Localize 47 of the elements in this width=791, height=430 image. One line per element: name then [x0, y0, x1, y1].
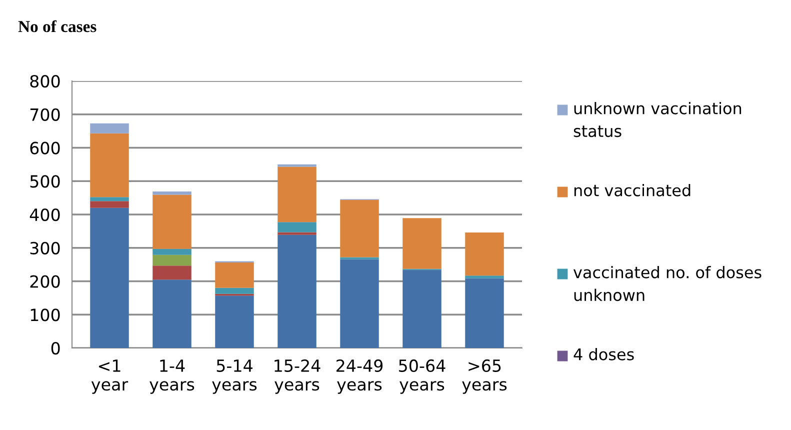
bar	[90, 123, 129, 134]
bar	[90, 208, 129, 348]
bar	[90, 197, 129, 202]
bar	[465, 276, 504, 278]
y-tick-label: 0	[51, 342, 60, 355]
y-tick-label: 600	[30, 142, 60, 154]
bar	[152, 266, 192, 280]
bar	[465, 278, 504, 348]
x-tick-label: 15-24 years	[274, 359, 320, 394]
chart-title: No of cases	[18, 20, 96, 32]
y-tick-label: 700	[30, 108, 60, 121]
y-tick-label: 800	[30, 74, 60, 88]
bar	[278, 234, 316, 348]
x-tick-label: 1-4 years	[150, 360, 194, 394]
y-tick-label: 400	[30, 208, 60, 222]
bar	[152, 248, 192, 255]
bar	[340, 200, 379, 258]
bar	[465, 232, 504, 276]
bar	[152, 191, 192, 195]
bar	[152, 280, 192, 348]
x-tick-label: 50-64 years	[399, 359, 446, 394]
x-tick-label: >65 years	[462, 359, 507, 394]
y-tick-label: 200	[30, 275, 60, 288]
x-tick-label: 24-49 years	[336, 359, 383, 394]
bar	[215, 288, 254, 294]
y-tick-label: 100	[30, 308, 60, 322]
bar	[152, 254, 192, 266]
bar	[402, 218, 442, 269]
y-tick-label: 500	[30, 175, 60, 188]
legend-label: unknown vaccination status	[574, 102, 742, 138]
bar	[278, 166, 316, 222]
bar	[215, 296, 254, 348]
bar	[90, 133, 129, 198]
bar	[152, 194, 192, 249]
x-tick-label: <1 year	[91, 360, 128, 394]
bar	[215, 262, 254, 288]
bar	[340, 259, 379, 348]
legend-label: 4 doses	[574, 348, 634, 360]
bar	[90, 201, 129, 208]
x-tick-label: 5-14 years	[212, 360, 257, 394]
legend-label: vaccinated no. of doses unknown	[573, 266, 762, 302]
bar	[278, 222, 316, 232]
legend-label: not vaccinated	[574, 184, 690, 196]
bar	[402, 270, 442, 348]
bar	[278, 232, 316, 235]
y-tick-label: 300	[30, 242, 60, 254]
bar	[278, 164, 316, 167]
